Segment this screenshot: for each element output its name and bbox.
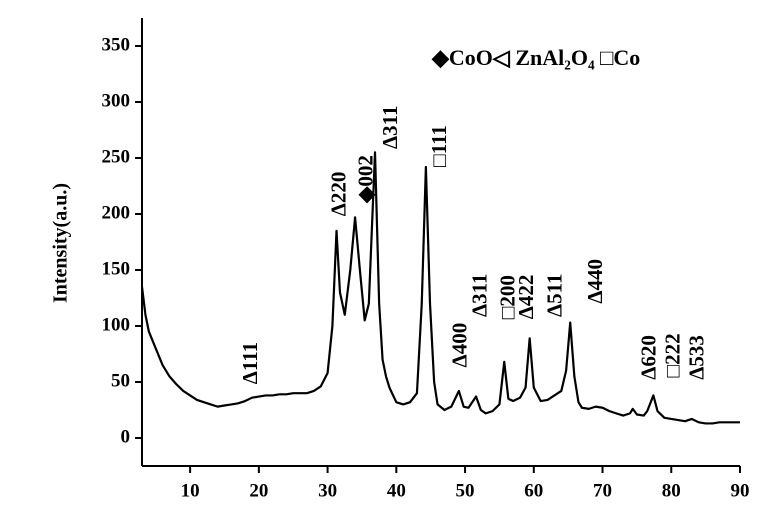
peak-label: ◆002	[353, 155, 377, 204]
x-tick-label: 60	[524, 480, 543, 501]
x-tick-label: 20	[249, 480, 268, 501]
peak-label: Δ620	[636, 335, 660, 380]
y-tick-label: 0	[121, 426, 131, 447]
x-tick-label: 80	[662, 480, 681, 501]
x-tick-label: 30	[318, 480, 337, 501]
peak-label: Δ422	[514, 275, 538, 320]
y-tick-label: 50	[111, 370, 130, 391]
peak-label: Δ440	[583, 259, 607, 304]
peak-label: Δ220	[326, 172, 350, 217]
x-tick-label: 70	[593, 480, 612, 501]
peak-label: □111	[427, 125, 451, 167]
peak-label: Δ111	[238, 342, 262, 384]
x-tick-label: 50	[456, 480, 475, 501]
peak-label: Δ533	[685, 335, 709, 380]
line	[140, 151, 740, 425]
peak-label: □222	[661, 333, 685, 377]
x-tick-label: 10	[181, 480, 200, 501]
y-axis-label: Intensity(a.u.)	[50, 183, 72, 303]
y-tick-label: 250	[102, 146, 131, 167]
peak-label: Δ311	[378, 106, 402, 150]
y-tick-label: 150	[102, 258, 131, 279]
legend: ◆CoO◁ ZnAl₂O₄ □Co	[431, 45, 640, 70]
peak-label: Δ511	[542, 274, 566, 318]
x-tick-label: 40	[387, 480, 406, 501]
peak-label: Δ311	[467, 274, 491, 318]
peak-label: □200	[496, 275, 520, 319]
peak-label: Δ400	[447, 323, 471, 368]
y-tick-label: 100	[102, 314, 131, 335]
y-tick-label: 200	[102, 202, 131, 223]
x-tick-label: 90	[731, 480, 750, 501]
y-tick-label: 300	[102, 90, 131, 111]
y-tick-label: 350	[102, 34, 131, 55]
